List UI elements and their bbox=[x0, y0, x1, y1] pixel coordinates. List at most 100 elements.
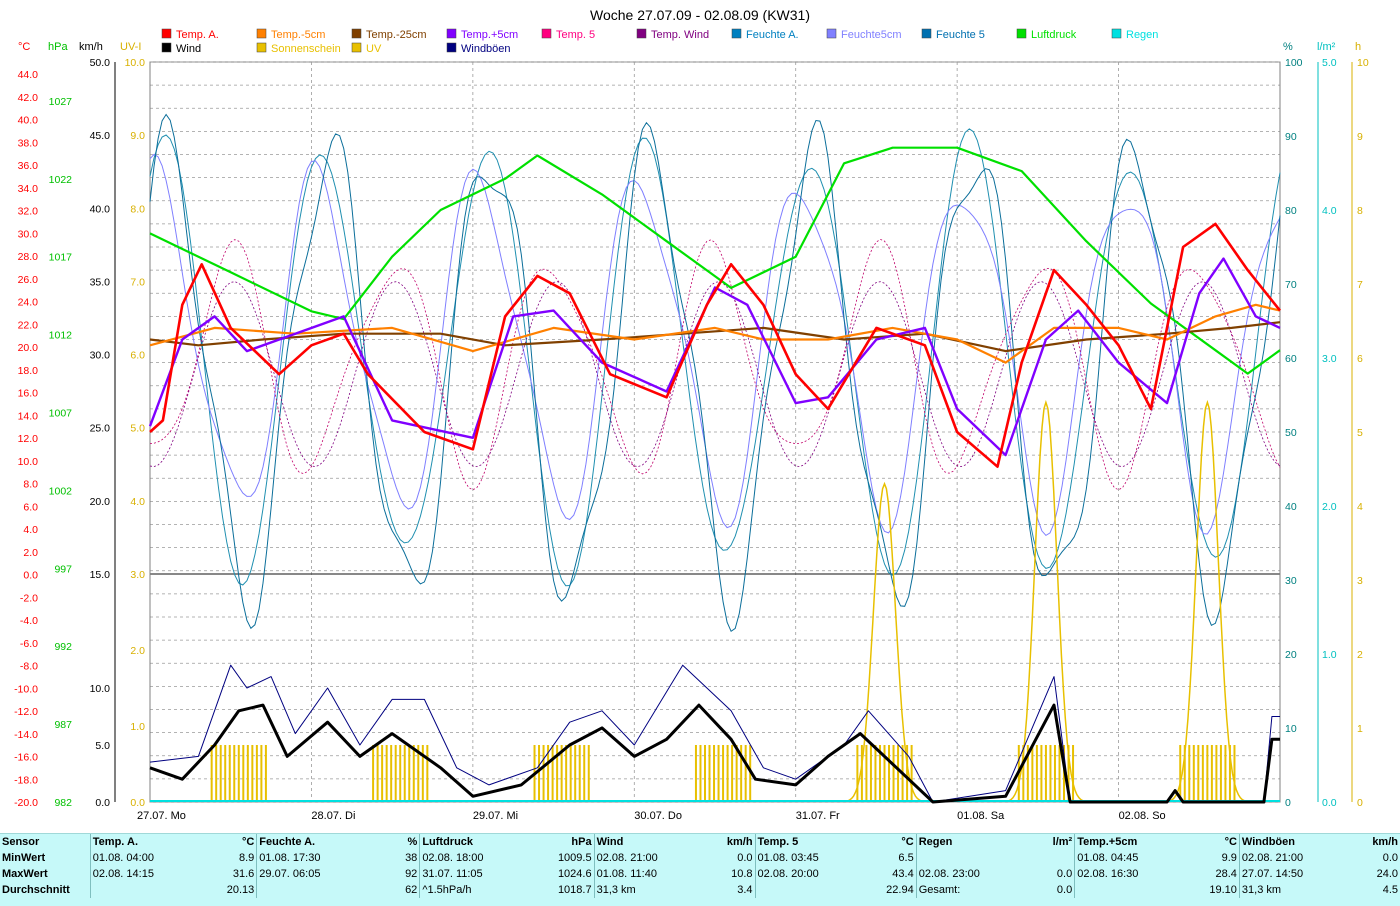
stats-cell bbox=[256, 882, 379, 898]
temp-tick: 4.0 bbox=[23, 524, 38, 536]
stats-cell: 0.0 bbox=[1382, 852, 1398, 864]
legend-swatch bbox=[351, 28, 362, 39]
stats-header: Temp. 5 bbox=[754, 834, 868, 850]
temp-tick: -10.0 bbox=[14, 683, 38, 695]
sun-tick: 10 bbox=[1357, 57, 1369, 69]
series-line-temp-5cm bbox=[148, 257, 1281, 457]
uv-tick: 7.0 bbox=[130, 276, 145, 288]
x-axis-labels: 27.07. Mo 28.07. Di 29.07. Mi 30.07. Do 31.0… bbox=[137, 810, 1166, 822]
pressure-tick: 997 bbox=[54, 563, 72, 575]
stats-cell: 4.5 bbox=[1382, 884, 1398, 896]
rain-tick: 2.0 bbox=[1322, 501, 1337, 513]
legend-swatch bbox=[256, 28, 267, 39]
legend-swatch bbox=[921, 28, 932, 39]
stats-cell: 01.08. 17:30 bbox=[256, 850, 379, 866]
legend-label: Wind bbox=[176, 43, 201, 55]
stats-cell: 1009.5 bbox=[557, 852, 592, 864]
temp-tick: -4.0 bbox=[20, 615, 38, 627]
stats-cell: 02.08. 21:00 bbox=[1238, 850, 1351, 866]
rain-tick: 1.0 bbox=[1322, 649, 1337, 661]
sun-tick: 1 bbox=[1357, 723, 1363, 735]
temp-tick: 42.0 bbox=[18, 92, 39, 104]
humidity-tick: 60 bbox=[1285, 353, 1297, 365]
stats-header: °C bbox=[1224, 836, 1237, 848]
legend-swatch bbox=[1111, 28, 1122, 39]
stats-header: Luftdruck bbox=[419, 834, 537, 850]
stats-cell: 31,3 km bbox=[593, 882, 705, 898]
humidity-tick: 50 bbox=[1285, 427, 1297, 439]
stats-cell: 02.08. 16:30 bbox=[1074, 866, 1190, 882]
legend-label: Regen bbox=[1126, 29, 1158, 41]
humidity-tick: 100 bbox=[1285, 57, 1303, 69]
wind-tick: 40.0 bbox=[90, 203, 111, 215]
stats-cell: 0.0 bbox=[1056, 868, 1073, 880]
temp-tick: 26.0 bbox=[18, 274, 39, 286]
stats-cell: 20.13 bbox=[226, 884, 255, 896]
stats-cell: 29.07. 06:05 bbox=[256, 866, 379, 882]
temp-tick: 20.0 bbox=[18, 342, 39, 354]
day-label: 28.07. Di bbox=[311, 810, 355, 822]
temp-tick: 16.0 bbox=[18, 388, 39, 400]
stats-cell: 3.4 bbox=[737, 884, 753, 896]
stats-cell: 02.08. 14:15 bbox=[89, 866, 207, 882]
stats-cell: 28.4 bbox=[1215, 868, 1237, 880]
stats-cell: 0.0 bbox=[1056, 884, 1073, 896]
sun-tick: 9 bbox=[1357, 131, 1363, 143]
axis-units: °C hPa km/h UV-I% l/m² h bbox=[18, 41, 1361, 53]
day-label: 02.08. So bbox=[1119, 810, 1166, 822]
rain-tick: 0.0 bbox=[1322, 797, 1337, 809]
wind-tick: 35.0 bbox=[90, 276, 111, 288]
humidity-tick: 10 bbox=[1285, 723, 1297, 735]
series-line-luftdruck bbox=[149, 146, 1281, 375]
humidity-tick: 70 bbox=[1285, 279, 1297, 291]
legend-label: Sonnenschein bbox=[271, 43, 341, 55]
day-label: 01.08. Sa bbox=[957, 810, 1005, 822]
stats-cell: 02.08. 23:00 bbox=[915, 866, 1028, 882]
legend-label: Feuchte5cm bbox=[841, 29, 902, 41]
stats-cell: 27.07. 14:50 bbox=[1238, 866, 1351, 882]
humidity-tick: 80 bbox=[1285, 205, 1297, 217]
temp-tick: -6.0 bbox=[20, 638, 38, 650]
legend-swatch bbox=[446, 28, 457, 39]
stats-header: Feuchte A. bbox=[256, 834, 379, 850]
legend-swatch bbox=[161, 28, 172, 39]
temp-tick: -18.0 bbox=[14, 774, 38, 786]
day-label: 27.07. Mo bbox=[137, 810, 186, 822]
statistics-panel: Sensor Temp. A. °C Feuchte A.% Luftdruck hPa W… bbox=[0, 833, 1400, 906]
uv-tick: 3.0 bbox=[130, 569, 145, 581]
humidity-tick: 0 bbox=[1285, 797, 1291, 809]
legend-label: UV bbox=[366, 43, 382, 55]
stats-cell bbox=[1074, 882, 1190, 898]
stats-cell: 1024.6 bbox=[557, 868, 592, 880]
sun-tick: 8 bbox=[1357, 205, 1363, 217]
stats-cell bbox=[1027, 850, 1075, 866]
humidity-tick: 30 bbox=[1285, 575, 1297, 587]
legend-label: Feuchte 5 bbox=[936, 29, 985, 41]
wind-tick: 10.0 bbox=[90, 683, 111, 695]
stats-row-label: MinWert bbox=[2, 852, 46, 864]
pressure-tick: 1012 bbox=[49, 330, 73, 342]
stats-cell: 10.8 bbox=[731, 868, 753, 880]
stats-header: °C bbox=[901, 836, 914, 848]
uv-tick: 5.0 bbox=[130, 423, 145, 435]
temp-tick: 0.0 bbox=[23, 570, 38, 582]
stats-cell: 1018.7 bbox=[557, 884, 592, 896]
stats-row-label: MaxWert bbox=[2, 868, 48, 880]
wind-tick: 30.0 bbox=[90, 350, 111, 362]
legend-swatch bbox=[1016, 28, 1027, 39]
legend-label: Temp.+5cm bbox=[461, 29, 518, 41]
stats-header: l/m² bbox=[1052, 836, 1073, 848]
stats-cell bbox=[89, 882, 207, 898]
uv-tick: 6.0 bbox=[130, 350, 145, 362]
stats-header: % bbox=[407, 836, 418, 848]
humidity-5-line bbox=[149, 113, 1281, 633]
axis-unit: % bbox=[1283, 41, 1293, 53]
stats-cell: 31.07. 11:05 bbox=[419, 866, 537, 882]
sun-tick: 2 bbox=[1357, 649, 1363, 661]
chart-title: Woche 27.07.09 - 02.08.09 (KW31) bbox=[590, 7, 810, 23]
uv-line bbox=[1006, 399, 1085, 802]
day-label: 29.07. Mi bbox=[473, 810, 518, 822]
legend-label: Luftdruck bbox=[1031, 29, 1077, 41]
legend-label: Temp. 5 bbox=[556, 29, 595, 41]
axis-unit: °C bbox=[18, 41, 30, 53]
